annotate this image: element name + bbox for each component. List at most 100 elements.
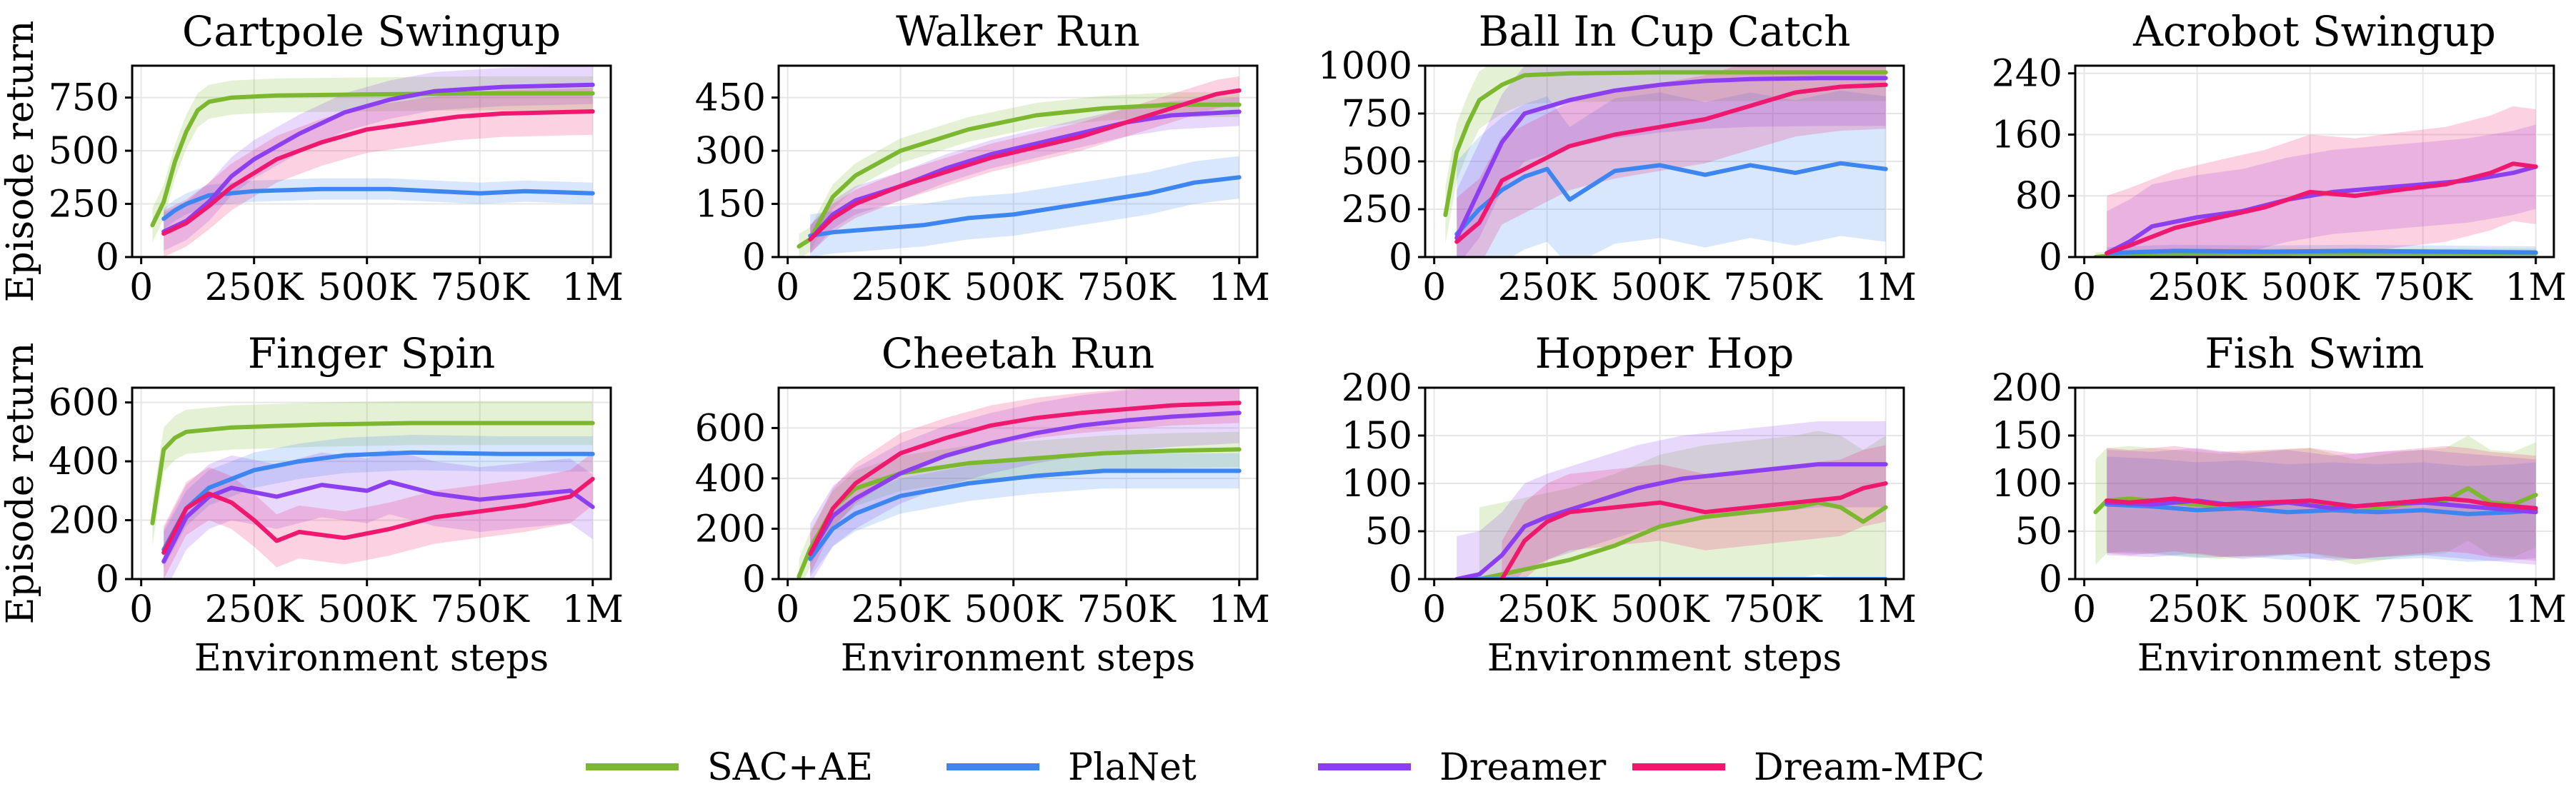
y-tick-label: 450 [695,77,766,120]
band-dreamer [1457,66,1886,257]
y-tick-label: 0 [2039,558,2062,601]
series-line-dream-mpc [1499,481,1888,579]
plot-area [2093,106,2538,257]
series-line-dream-mpc [2105,496,2538,511]
panel-finger-spin: Finger Spin 0 200 400 600 0 250K 500K 750K 1M Epis… [0,329,624,680]
plot-area [797,388,1242,579]
series-line-dreamer [808,411,1242,556]
y-tick-label: 0 [742,236,766,279]
x-tick-label: 1M [1855,266,1917,309]
y-tick-label: 0 [2039,236,2062,279]
x-tick-label: 0 [1422,266,1446,309]
y-tick-label: 400 [695,458,766,501]
x-tick-label: 500K [1611,588,1710,631]
series-line-dreamer [808,109,1242,242]
x-tick-label: 250K [852,588,951,631]
legend-label-planet: PlaNet [1068,746,1197,789]
x-tick-label: 0 [1422,588,1446,631]
y-tick-label: 0 [1389,558,1412,601]
plot-area [150,401,595,579]
series-line-sac-ae [150,421,595,526]
panel-title: Ball In Cup Catch [1479,7,1851,56]
panel-title: Finger Spin [248,329,496,378]
x-tick-label: 250K [1498,588,1597,631]
y-tick-label: 150 [1992,415,2062,458]
axes-frame [131,64,612,258]
y-tick-label: 0 [96,558,119,601]
series-line-dreamer [1454,76,1888,241]
y-tick-label: 250 [1342,189,1412,231]
series-line-sac-ae [1443,70,1888,217]
x-tick-label: 500K [1611,266,1710,309]
series-line-dream-mpc [1454,82,1888,244]
band-sac-ae [152,401,593,546]
x-tick-label: 1M [1209,588,1270,631]
x-tick-label: 1M [2505,588,2567,631]
x-tick-label: 500K [318,266,417,309]
x-tick-label: 1M [562,588,624,631]
panel-title: Cheetah Run [882,329,1154,378]
y-tick-label: 750 [49,77,119,120]
series-line-dream-mpc [161,109,595,236]
y-tick-label: 500 [1342,141,1412,184]
series-line-dreamer [2105,164,2538,256]
y-tick-label: 200 [49,500,119,543]
panel-title: Hopper Hop [1535,329,1794,378]
series-line-dream-mpc [2105,161,2538,256]
x-tick-label: 750K [1724,588,1823,631]
panel-title: Fish Swim [2205,329,2424,378]
y-tick-label: 600 [695,407,766,450]
series-line-dreamer [161,82,595,234]
legend: SAC+AE PlaNet Dreamer Dream-MPC [586,746,1985,789]
x-tick-label: 250K [852,266,951,309]
x-tick-label: 1M [1209,266,1270,309]
y-tick-label: 240 [1992,53,2062,96]
y-tick-label: 100 [1342,463,1412,506]
axes-frame [2074,64,2555,258]
band-planet [1457,90,1886,257]
panel-title: Cartpole Swingup [182,7,561,56]
band-dream-mpc [164,452,593,579]
plot-area [797,76,1242,257]
band-planet [810,453,1239,577]
series-line-sac-ae [150,91,595,228]
y-tick-label: 300 [695,130,766,173]
band-dreamer [1457,421,1886,579]
legend-label-dream-mpc: Dream-MPC [1754,746,1985,789]
x-axis-label: Environment steps [841,637,1195,680]
plot-area [1454,421,1888,579]
x-axis-label: Environment steps [1487,637,1842,680]
series-line-dreamer [1454,462,1888,579]
y-tick-label: 400 [49,441,119,483]
series-line-dreamer [161,479,595,564]
x-tick-label: 500K [318,588,417,631]
y-tick-label: 200 [695,508,766,551]
x-tick-label: 1M [1855,588,1917,631]
x-tick-label: 250K [205,588,304,631]
x-tick-label: 750K [431,588,530,631]
x-tick-label: 500K [2261,266,2360,309]
y-tick-label: 250 [49,184,119,226]
x-tick-label: 750K [1724,266,1823,309]
band-dream-mpc [810,388,1239,574]
y-tick-label: 50 [1365,511,1412,553]
x-tick-label: 0 [129,266,153,309]
y-tick-label: 0 [742,558,766,601]
band-dream-mpc [164,88,593,257]
band-planet [810,156,1239,257]
x-tick-label: 250K [205,266,304,309]
y-tick-label: 750 [1342,93,1412,136]
band-sac-ae [799,92,1239,257]
band-dreamer [810,388,1239,579]
band-sac-ae [1445,66,1886,244]
y-tick-label: 150 [695,184,766,226]
y-tick-label: 1000 [1318,45,1412,88]
plot-area [1443,66,1888,257]
series-line-planet [161,186,595,221]
x-tick-label: 0 [776,266,799,309]
series-line-planet [808,468,1242,561]
series-line-dream-mpc [808,401,1242,556]
